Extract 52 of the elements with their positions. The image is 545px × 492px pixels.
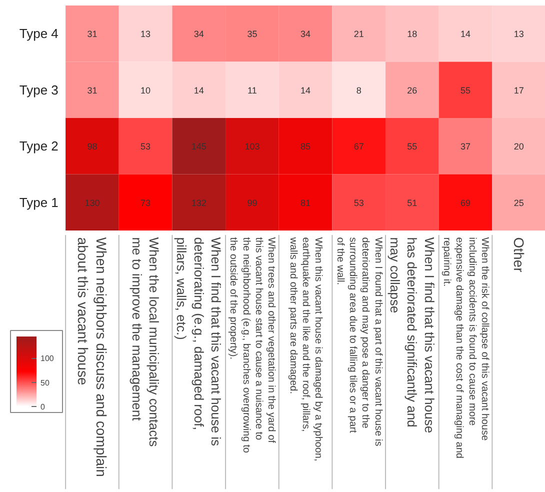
data-label: 31	[87, 85, 98, 96]
data-label: 10	[140, 85, 151, 96]
data-label: 31	[87, 29, 98, 40]
x-tick-label: When the risk of collapse of this vacant house including accidents is found to cause more expensive damage than the cost of managing and repairing it.	[441, 237, 490, 458]
data-label: 67	[354, 142, 364, 152]
y-tick-label: Type 2	[19, 138, 58, 154]
data-label: 14	[300, 85, 311, 96]
data-label: 55	[407, 142, 418, 152]
data-label: 11	[248, 85, 257, 96]
data-label: 34	[194, 29, 204, 40]
x-tick-label: When I found that a part of this vacant house is deteriorating and may pose a danger to the surrounding area due to falling tiles or a part of the wall.	[334, 237, 384, 446]
data-label: 132	[191, 198, 206, 208]
color-bar-label: 50	[40, 378, 50, 388]
data-label: 85	[300, 142, 311, 152]
data-label: 98	[87, 142, 98, 152]
data-label: 14	[460, 29, 471, 40]
data-label: 55	[460, 85, 471, 96]
color-bar-label: 100	[40, 354, 54, 364]
data-label: 69	[460, 198, 471, 208]
x-tick-label: When the local municipality contacts me to improve the management	[129, 237, 162, 448]
data-label: 73	[140, 198, 151, 208]
color-bar-label: 0	[40, 402, 46, 412]
data-label: 14	[194, 85, 204, 96]
x-tick-label: When I find that this vacant house is deteriorating (e.g., damaged roof, pillars, walls, etc.)	[174, 237, 224, 447]
y-tick-label: Type 1	[19, 194, 58, 210]
data-label: 21	[354, 29, 364, 40]
data-label: 103	[244, 142, 260, 152]
data-label: 25	[514, 198, 524, 208]
data-label: 20	[514, 142, 524, 152]
x-tick-label: Other	[510, 237, 527, 273]
data-label: 53	[140, 142, 151, 152]
data-label: 145	[191, 142, 206, 152]
x-tick-label: When this vacant house is damaged by a typhoon, earthquake and the like and the roof, pillars, walls and other parts are damaged.	[287, 236, 324, 462]
data-label: 53	[354, 198, 364, 208]
data-label: 17	[514, 85, 524, 96]
data-label: 26	[407, 85, 418, 96]
data-label: 81	[300, 198, 311, 208]
data-label: 99	[247, 198, 258, 208]
data-label: 34	[300, 29, 311, 40]
data-label: 35	[247, 29, 258, 40]
x-tick-label: When I find that this vacant house has deteriorated significantly and may collapse	[387, 237, 437, 434]
data-label: 13	[140, 29, 151, 40]
y-tick-label: Type 4	[19, 26, 58, 42]
data-label: 37	[460, 142, 471, 152]
data-label: 51	[407, 198, 418, 208]
data-label: 130	[84, 198, 100, 208]
data-label: 8	[356, 85, 362, 96]
data-label: 18	[407, 29, 418, 40]
y-tick-label: Type 3	[19, 82, 58, 98]
data-label: 13	[514, 29, 524, 40]
x-tick-label: When neighbors discuss and complain about this vacant house	[75, 237, 110, 477]
x-tick-label: When trees and other vegetation in the yard of this vacant house start to cause a nuisance to the neighborhood (e.g., branches overgrowing to the outside of the property).	[228, 237, 277, 454]
